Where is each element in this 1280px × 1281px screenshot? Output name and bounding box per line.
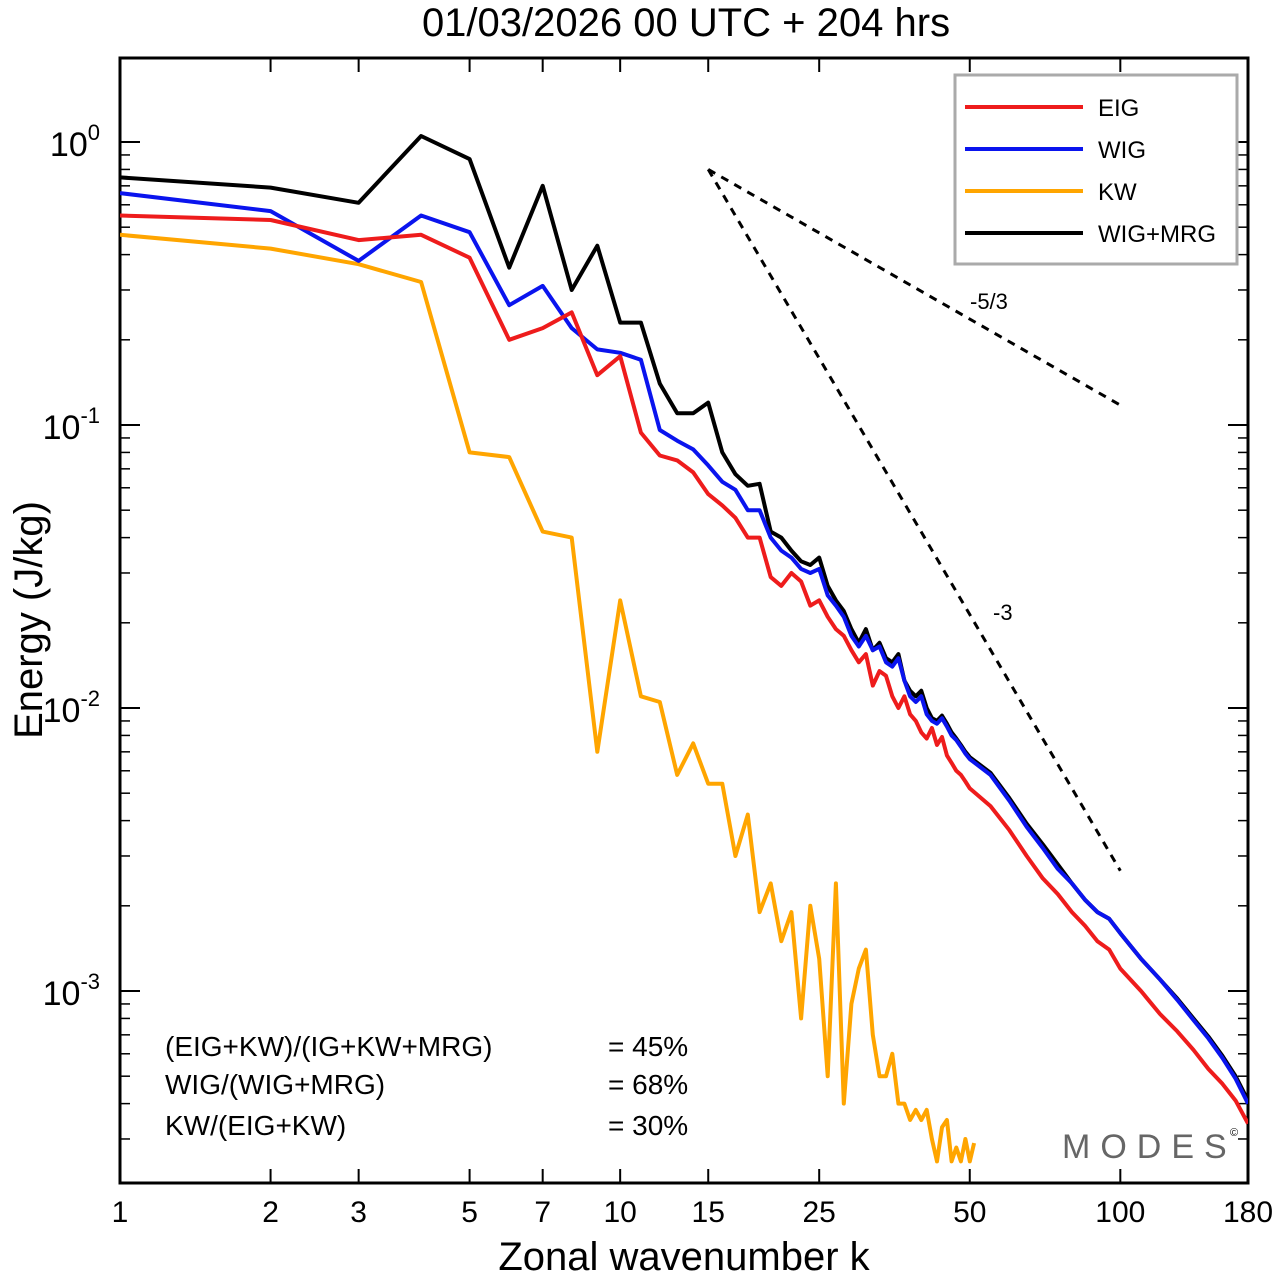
data-series [120, 134, 1248, 1164]
x-tick-label: 7 [534, 1196, 551, 1229]
reference-lines: -5/3 -3 [706, 168, 1122, 872]
x-tick-label: 15 [692, 1196, 725, 1229]
x-tick-label: 100 [1095, 1196, 1145, 1229]
chart-title: 01/03/2026 00 UTC + 204 hrs [422, 1, 950, 45]
y-tick-label: 100 [50, 120, 100, 164]
annotation-value-1: = 45% [608, 1031, 688, 1062]
reference-line [706, 168, 1122, 872]
x-tick-label: 180 [1223, 1196, 1273, 1229]
annotation-value-2: = 68% [608, 1069, 688, 1100]
series-line-kw [120, 232, 977, 1164]
legend-label: WIG+MRG [1098, 221, 1216, 248]
reference-line-label: -3 [993, 600, 1013, 625]
annotation-value-3: = 30% [608, 1110, 688, 1141]
legend-label: WIG [1098, 137, 1146, 164]
x-tick-label: 2 [262, 1196, 279, 1229]
ratio-annotations: (EIG+KW)/(IG+KW+MRG) = 45% WIG/(WIG+MRG)… [165, 1031, 688, 1141]
legend-label: KW [1098, 179, 1137, 206]
y-tick-label: 10-3 [43, 969, 100, 1013]
series-line-wig [120, 191, 1248, 1105]
annotation-label-2: WIG/(WIG+MRG) [165, 1069, 385, 1100]
copyright-mark: © [1230, 1127, 1238, 1139]
reference-line [707, 168, 1122, 407]
reference-line-label: -5/3 [970, 289, 1008, 314]
x-tick-label: 5 [461, 1196, 478, 1229]
x-tick-label: 10 [603, 1196, 636, 1229]
annotation-label-1: (EIG+KW)/(IG+KW+MRG) [165, 1031, 492, 1062]
annotation-label-3: KW/(EIG+KW) [165, 1110, 346, 1141]
y-tick-label: 10-2 [43, 686, 100, 730]
series-line-eig [120, 213, 1248, 1125]
y-tick-label: 10-1 [43, 403, 100, 447]
x-tick-label: 1 [112, 1196, 129, 1229]
modes-watermark: MODES [1062, 1128, 1237, 1166]
x-tick-label: 25 [803, 1196, 836, 1229]
legend-label: EIG [1098, 95, 1139, 122]
legend: EIG WIG KW WIG+MRG [953, 73, 1239, 266]
y-axis-label: Energy (J/kg) [7, 501, 51, 739]
x-axis-label: Zonal wavenumber k [498, 1235, 870, 1279]
axes: 1 2 3 5 7 10 15 25 50 100 180 100 10-1 10-2 10-3 [43, 58, 1273, 1229]
x-tick-label: 50 [953, 1196, 986, 1229]
x-tick-label: 3 [350, 1196, 367, 1229]
